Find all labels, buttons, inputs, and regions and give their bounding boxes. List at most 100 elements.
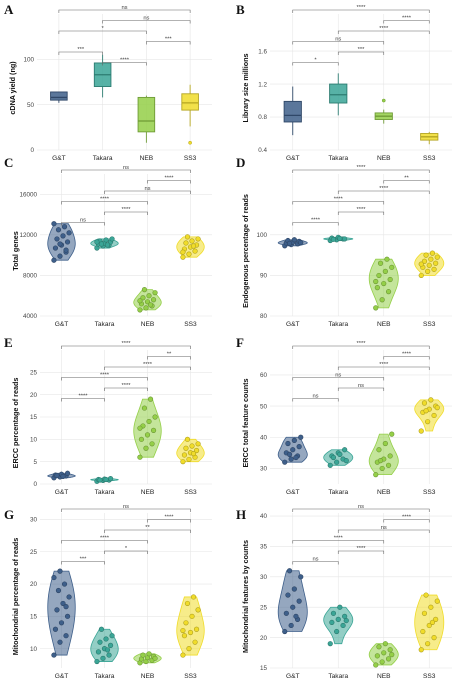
y-axis-label: Mitochondrial features by counts bbox=[241, 540, 250, 653]
data-point bbox=[425, 268, 431, 274]
data-point bbox=[374, 653, 380, 659]
significance-label: **** bbox=[164, 514, 174, 520]
data-point bbox=[334, 459, 340, 465]
y-tick-label: 10 bbox=[30, 646, 38, 653]
data-point bbox=[433, 260, 439, 266]
data-point bbox=[94, 239, 100, 245]
significance-bracket bbox=[61, 508, 191, 512]
data-point bbox=[418, 272, 424, 279]
data-point bbox=[181, 633, 188, 639]
y-tick-label: 0 bbox=[33, 481, 37, 488]
data-point bbox=[418, 647, 424, 653]
significance-bracket bbox=[292, 345, 430, 349]
data-point bbox=[382, 440, 388, 447]
significance-bracket bbox=[104, 366, 191, 370]
y-axis-label: cDNA yield (ng) bbox=[8, 61, 17, 115]
data-point bbox=[373, 278, 379, 285]
panel-letter: G bbox=[4, 507, 14, 522]
data-point bbox=[286, 568, 293, 574]
significance-bracket bbox=[61, 377, 148, 381]
data-point bbox=[183, 445, 189, 451]
data-point bbox=[283, 610, 289, 616]
x-tick-label: NEB bbox=[377, 489, 391, 496]
data-point bbox=[330, 610, 337, 616]
data-point bbox=[428, 397, 434, 403]
data-point bbox=[421, 400, 428, 406]
data-point bbox=[152, 290, 158, 296]
data-point bbox=[423, 408, 429, 414]
data-point bbox=[143, 445, 149, 451]
data-point bbox=[144, 299, 151, 305]
significance-bracket bbox=[292, 377, 385, 381]
x-tick-label: SS3 bbox=[184, 489, 197, 496]
data-point bbox=[293, 454, 299, 461]
box-gt bbox=[283, 100, 302, 123]
data-point bbox=[109, 236, 115, 242]
data-point bbox=[387, 647, 393, 653]
data-point bbox=[103, 636, 109, 642]
data-point bbox=[52, 626, 59, 632]
data-point bbox=[298, 434, 304, 440]
significance-label: ** bbox=[167, 351, 172, 357]
significance-bracket bbox=[292, 561, 339, 565]
y-tick-label: 5 bbox=[33, 459, 37, 466]
significance-label: *** bbox=[358, 47, 366, 53]
y-tick-label: 0.8 bbox=[258, 114, 267, 121]
panel-e: E ERCC percentage of reads 0 5 10 15 20 25 G&T Ta… bbox=[4, 335, 212, 496]
data-point bbox=[192, 248, 198, 254]
significance-label: **** bbox=[356, 5, 366, 11]
box-ss3 bbox=[181, 93, 199, 111]
significance-label: **** bbox=[402, 351, 412, 357]
significance-label: ns bbox=[312, 393, 318, 399]
data-point bbox=[373, 305, 379, 311]
significance-label: ns bbox=[80, 217, 86, 223]
y-tick-label: 15 bbox=[30, 414, 38, 421]
data-point bbox=[434, 405, 440, 411]
x-tick-label: G&T bbox=[286, 673, 300, 680]
significance-label: *** bbox=[80, 556, 88, 562]
data-point bbox=[389, 652, 395, 658]
data-point bbox=[57, 253, 63, 259]
data-point bbox=[97, 477, 103, 483]
data-point bbox=[285, 440, 291, 447]
data-point bbox=[379, 297, 385, 303]
data-point bbox=[187, 629, 194, 636]
y-tick-label: 60 bbox=[260, 372, 268, 379]
data-point bbox=[57, 568, 63, 574]
significance-label: **** bbox=[356, 546, 366, 552]
significance-label: **** bbox=[334, 535, 344, 541]
panel-letter: B bbox=[236, 2, 245, 17]
data-point bbox=[190, 594, 197, 600]
data-point bbox=[373, 662, 379, 668]
significance-bracket bbox=[292, 540, 385, 544]
x-tick-label: SS3 bbox=[184, 321, 197, 328]
data-point bbox=[330, 236, 337, 242]
y-tick-label: 35 bbox=[260, 544, 268, 551]
significance-label: **** bbox=[402, 15, 412, 21]
data-point bbox=[152, 655, 158, 661]
data-point bbox=[385, 656, 392, 662]
data-point bbox=[434, 254, 440, 260]
y-axis-label: ERCC percentage of reads bbox=[11, 378, 20, 469]
significance-label: ** bbox=[145, 525, 150, 531]
significance-bracket bbox=[292, 508, 430, 512]
data-point bbox=[342, 447, 348, 453]
data-point bbox=[143, 305, 149, 311]
significance-label: **** bbox=[78, 393, 88, 399]
significance-bracket bbox=[292, 62, 339, 66]
panel-f: F ERCC total feature counts 30 40 50 60 G&T Tak… bbox=[236, 335, 452, 496]
panel-b: B Library size millions 0.4 0.8 1.2 1.6 G&T Tak… bbox=[236, 2, 452, 162]
y-tick-label: 30 bbox=[260, 466, 268, 473]
data-point bbox=[150, 427, 157, 434]
data-point bbox=[423, 252, 429, 258]
data-point bbox=[343, 458, 349, 464]
data-point bbox=[97, 639, 103, 645]
data-point bbox=[64, 613, 71, 619]
significance-bracket bbox=[292, 222, 339, 226]
data-point bbox=[298, 574, 304, 580]
data-point bbox=[98, 626, 105, 632]
significance-label: **** bbox=[100, 535, 110, 541]
data-point bbox=[282, 459, 288, 465]
data-point bbox=[189, 238, 195, 244]
